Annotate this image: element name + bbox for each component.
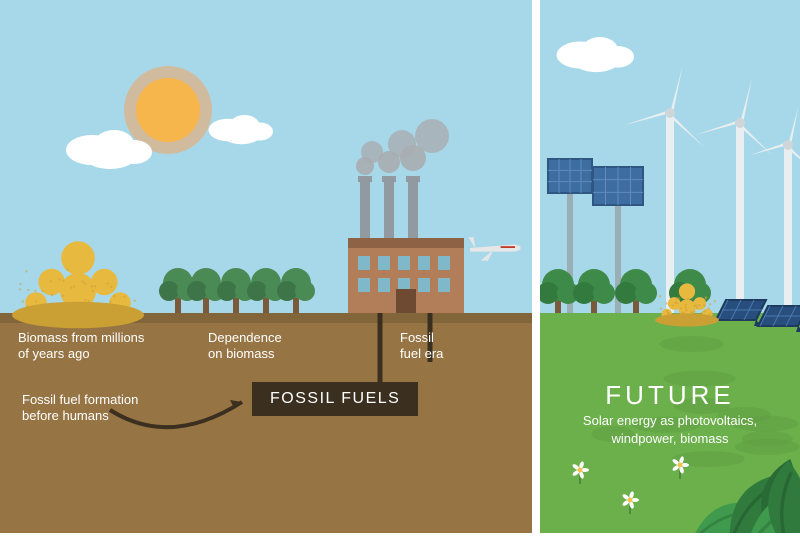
future-subtitle: Solar energy as photovoltaics,windpower,… — [540, 412, 800, 447]
right-scene — [540, 0, 800, 533]
left-panel — [0, 0, 532, 533]
future-title: FUTURE — [540, 380, 800, 411]
left-scene — [0, 0, 532, 533]
panel-divider — [532, 0, 540, 533]
fossil-fuels-box: FOSSIL FUELS — [252, 382, 418, 416]
right-panel — [540, 0, 800, 533]
label-biomass: Biomass from millionsof years ago — [18, 330, 144, 363]
label-era: Fossilfuel era — [400, 330, 443, 363]
label-dependence: Dependenceon biomass — [208, 330, 282, 363]
label-formation: Fossil fuel formationbefore humans — [22, 392, 138, 425]
